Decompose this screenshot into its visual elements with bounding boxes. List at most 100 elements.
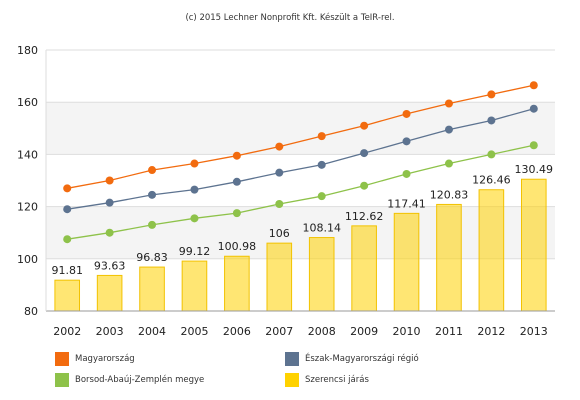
data-point [105, 228, 114, 237]
bar [266, 242, 293, 312]
bar [139, 266, 165, 312]
y-tick-label: 160 [17, 96, 38, 109]
bar [224, 255, 250, 312]
legend-item-borsod-abauj-zemplen-megye[interactable]: Borsod-Abaúj-Zemplén megye [55, 372, 204, 388]
chart-legend: Magyarország Észak-Magyarországi régió B… [55, 351, 525, 391]
data-point [402, 109, 411, 118]
data-point [317, 132, 326, 141]
bar-data-label: 96.83 [136, 251, 168, 264]
x-tick-label: 2012 [477, 325, 505, 338]
bar [436, 203, 462, 312]
legend-label: Szerencsi járás [305, 375, 369, 385]
bar-data-label: 93.63 [94, 259, 126, 272]
bar [520, 178, 547, 312]
x-tick-label: 2007 [265, 325, 293, 338]
series-line [67, 144, 534, 240]
data-point [317, 192, 326, 201]
data-point [529, 141, 538, 150]
plot-band [46, 154, 555, 207]
data-point [148, 220, 157, 229]
data-point [148, 190, 157, 199]
chart-area: 91.81 93.63 96.83 99.12 100.98 106 108.14 112.6… [17, 44, 555, 338]
legend-label: Borsod-Abaúj-Zemplén megye [75, 375, 205, 385]
bar [308, 237, 335, 312]
data-point [63, 205, 72, 214]
bar [96, 274, 123, 312]
bar-data-label: 108.14 [302, 222, 341, 235]
bar-data-label: 112.62 [345, 210, 384, 223]
legend-swatch [55, 373, 69, 387]
bar [351, 225, 377, 312]
legend-label: Magyarország [75, 354, 135, 364]
plot-band [46, 258, 555, 311]
x-tick-label: 2009 [350, 325, 378, 338]
x-tick-label: 2010 [393, 325, 421, 338]
data-point [190, 214, 199, 223]
y-tick-label: 180 [17, 44, 38, 57]
y-tick-label: 100 [17, 253, 38, 266]
bar [181, 260, 208, 312]
series-line [67, 108, 534, 210]
y-tick-label: 140 [17, 148, 38, 161]
data-point [529, 81, 538, 90]
x-tick-label: 2004 [138, 325, 166, 338]
bar-data-label: 91.81 [51, 264, 83, 277]
series-line [67, 84, 534, 189]
data-point [232, 177, 241, 186]
bar-data-label: 126.46 [472, 174, 511, 187]
data-point [402, 169, 411, 178]
data-point [487, 90, 496, 99]
plot-band [46, 102, 555, 155]
legend-swatch [285, 352, 299, 366]
x-tick-label: 2002 [53, 325, 81, 338]
data-point [444, 99, 453, 108]
plot-band [46, 50, 555, 103]
legend-item-magyarorszag[interactable]: Magyarország [55, 351, 135, 367]
data-point [529, 104, 538, 113]
data-point [190, 159, 199, 168]
x-tick-label: 2011 [435, 325, 463, 338]
chart-credit: (c) 2015 Lechner Nonprofit Kft. Készült … [185, 13, 395, 23]
data-point [275, 199, 284, 208]
bar-data-label: 100.98 [218, 240, 257, 253]
data-point [105, 198, 114, 207]
bar-data-label: 106 [269, 227, 290, 240]
data-point [275, 142, 284, 151]
legend-label: Észak-Magyarországi régió [305, 354, 419, 364]
legend-swatch [55, 352, 69, 366]
data-point [232, 151, 241, 160]
data-point [444, 159, 453, 168]
legend-item-eszak-magyarorszagi-regio[interactable]: Észak-Magyarországi régió [285, 351, 419, 367]
bar-data-label: 117.41 [387, 197, 426, 210]
bar-data-label: 99.12 [179, 245, 211, 258]
data-point [275, 168, 284, 177]
bar [478, 189, 505, 312]
x-tick-label: 2003 [96, 325, 124, 338]
data-point [105, 176, 114, 185]
data-point [63, 235, 72, 244]
y-tick-label: 80 [24, 305, 38, 318]
data-point [487, 150, 496, 159]
x-tick-label: 2005 [180, 325, 208, 338]
data-point [444, 125, 453, 134]
legend-swatch [285, 373, 299, 387]
bar-data-label: 130.49 [515, 163, 554, 176]
y-tick-label: 120 [17, 201, 38, 214]
x-tick-label: 2008 [308, 325, 336, 338]
bar-data-label: 120.83 [430, 188, 469, 201]
data-point [487, 116, 496, 125]
data-point [360, 181, 369, 190]
data-point [190, 185, 199, 194]
data-point [63, 184, 72, 193]
data-point [148, 166, 157, 175]
legend-item-szerencsi-jaras[interactable]: Szerencsi járás [285, 372, 369, 388]
data-point [360, 121, 369, 130]
plot-band [46, 206, 555, 259]
data-point [360, 149, 369, 158]
data-point [317, 160, 326, 169]
data-point [232, 209, 241, 218]
bar [54, 279, 81, 312]
x-tick-label: 2006 [223, 325, 251, 338]
x-tick-label: 2013 [520, 325, 548, 338]
bar [393, 212, 420, 312]
